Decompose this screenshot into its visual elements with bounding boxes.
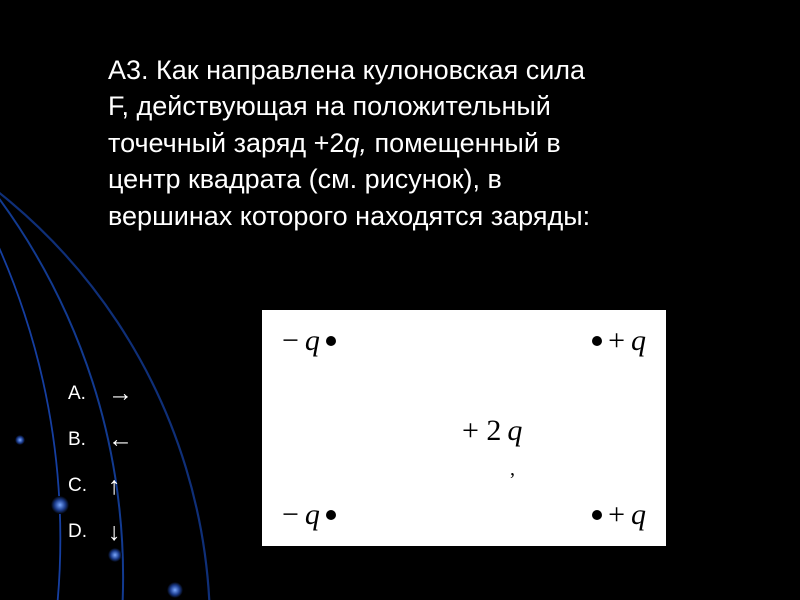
question-line2: F, действующая на положительный	[108, 91, 551, 121]
question-text: A3. Как направлена кулоновская сила F, д…	[108, 52, 728, 234]
question-line4: центр квадрата (см. рисунок), в	[108, 164, 502, 194]
charge-center: + 2q	[462, 414, 522, 448]
charge-bottom-left: − q	[282, 498, 336, 532]
arrow-up-icon: ↑	[108, 463, 121, 509]
charge-top-right: + q	[592, 324, 646, 358]
charge-diagram: − q + q + 2q , − q + q	[262, 310, 666, 546]
dot-icon	[326, 336, 336, 346]
option-b[interactable]: B. ←	[68, 416, 133, 462]
charge-tl-q: q	[305, 324, 320, 358]
options-list: A. → B. ← C. ↑ D. ↓	[68, 370, 133, 555]
charge-tl-sign: −	[282, 324, 299, 358]
question-line3a: точечный заряд +2	[108, 128, 344, 158]
option-a[interactable]: A. →	[68, 370, 133, 416]
option-d[interactable]: D. ↓	[68, 509, 133, 555]
slide: A3. Как направлена кулоновская сила F, д…	[0, 0, 800, 600]
dot-icon	[592, 336, 602, 346]
option-c-letter: C.	[68, 468, 108, 503]
option-a-letter: A.	[68, 376, 108, 411]
charge-br-q: q	[631, 498, 646, 532]
question-line3b: помещенный в	[367, 128, 561, 158]
option-b-letter: B.	[68, 422, 108, 457]
arrow-down-icon: ↓	[108, 509, 121, 555]
option-d-letter: D.	[68, 514, 108, 549]
charge-bl-sign: −	[282, 498, 299, 532]
question-line5: вершинах которого находятся заряды:	[108, 201, 590, 231]
tick-mark: ,	[510, 458, 515, 481]
question-line1: A3. Как направлена кулоновская сила	[108, 55, 585, 85]
arrow-left-icon: ←	[108, 416, 133, 462]
charge-top-left: − q	[282, 324, 336, 358]
arrow-right-icon: →	[108, 370, 133, 416]
dot-icon	[592, 510, 602, 520]
charge-tr-q: q	[631, 324, 646, 358]
option-c[interactable]: C. ↑	[68, 463, 133, 509]
charge-c-sign: + 2	[462, 414, 501, 448]
charge-bottom-right: + q	[592, 498, 646, 532]
charge-c-q: q	[507, 414, 522, 448]
question-line3-q: q,	[344, 128, 367, 158]
charge-br-sign: +	[608, 498, 625, 532]
charge-bl-q: q	[305, 498, 320, 532]
charge-tr-sign: +	[608, 324, 625, 358]
dot-icon	[326, 510, 336, 520]
